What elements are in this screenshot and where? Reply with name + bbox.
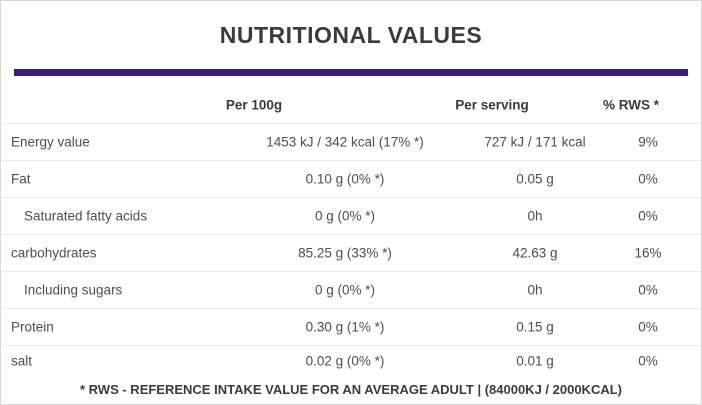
- value-rws: 0%: [638, 353, 658, 369]
- table-row-sugars: Including sugars 0 g (0% *) 0h 0%: [1, 272, 701, 309]
- value-per-100g: 0.02 g (0% *): [305, 353, 385, 369]
- value-per-100g: 0.30 g (1% *): [305, 319, 385, 335]
- value-per-100g: 0 g (0% *): [314, 282, 376, 298]
- row-label: Protein: [11, 319, 54, 335]
- table-row-energy: Energy value 1453 kJ / 342 kcal (17% *) …: [1, 124, 701, 161]
- page-title: NUTRITIONAL VALUES: [219, 21, 483, 48]
- value-rws: 0%: [638, 208, 658, 224]
- row-label: salt: [11, 353, 33, 369]
- value-rws: 9%: [638, 134, 658, 150]
- column-header-rws: % RWS *: [602, 97, 659, 112]
- table-row-protein: Protein 0.30 g (1% *) 0.15 g 0%: [1, 309, 701, 346]
- rws-footnote: * RWS - REFERENCE INTAKE VALUE FOR AN AV…: [79, 381, 622, 397]
- row-label: Saturated fatty acids: [24, 208, 148, 224]
- value-per-100g: 1453 kJ / 342 kcal (17% *): [266, 134, 424, 150]
- table-row-fat: Fat 0.10 g (0% *) 0.05 g 0%: [1, 161, 701, 198]
- column-header-per-100g: Per 100g: [225, 97, 283, 112]
- row-label: Including sugars: [24, 282, 123, 298]
- value-per-serving: 727 kJ / 171 kcal: [484, 134, 586, 150]
- row-label: Energy value: [11, 134, 90, 150]
- value-per-serving: 0h: [527, 208, 543, 224]
- value-per-100g: 85.25 g (33% *): [298, 245, 392, 261]
- column-header-per-serving: Per serving: [455, 97, 529, 112]
- value-per-serving: 0.15 g: [516, 319, 554, 335]
- row-label: Fat: [11, 171, 31, 187]
- nutrition-table: Per 100g Per serving % RWS * Energy valu…: [1, 86, 701, 402]
- value-per-serving: 0.01 g: [516, 353, 554, 369]
- value-per-serving: 0h: [527, 282, 543, 298]
- value-per-serving: 0.05 g: [516, 171, 554, 187]
- value-per-100g: 0 g (0% *): [314, 208, 376, 224]
- value-per-100g: 0.10 g (0% *): [305, 171, 385, 187]
- value-rws: 0%: [638, 282, 658, 298]
- row-label: carbohydrates: [11, 245, 97, 261]
- accent-bar: [14, 69, 688, 76]
- value-rws: 0%: [638, 171, 658, 187]
- value-per-serving: 42.63 g: [512, 245, 558, 261]
- value-rws: 0%: [638, 319, 658, 335]
- value-rws: 16%: [634, 245, 662, 261]
- table-row-carbohydrates: carbohydrates 85.25 g (33% *) 42.63 g 16…: [1, 235, 701, 272]
- table-row-saturated-fat: Saturated fatty acids 0 g (0% *) 0h 0%: [1, 198, 701, 235]
- table-row-salt: salt 0.02 g (0% *) 0.01 g 0%: [1, 346, 701, 376]
- table-header-row: Per 100g Per serving % RWS *: [1, 86, 701, 124]
